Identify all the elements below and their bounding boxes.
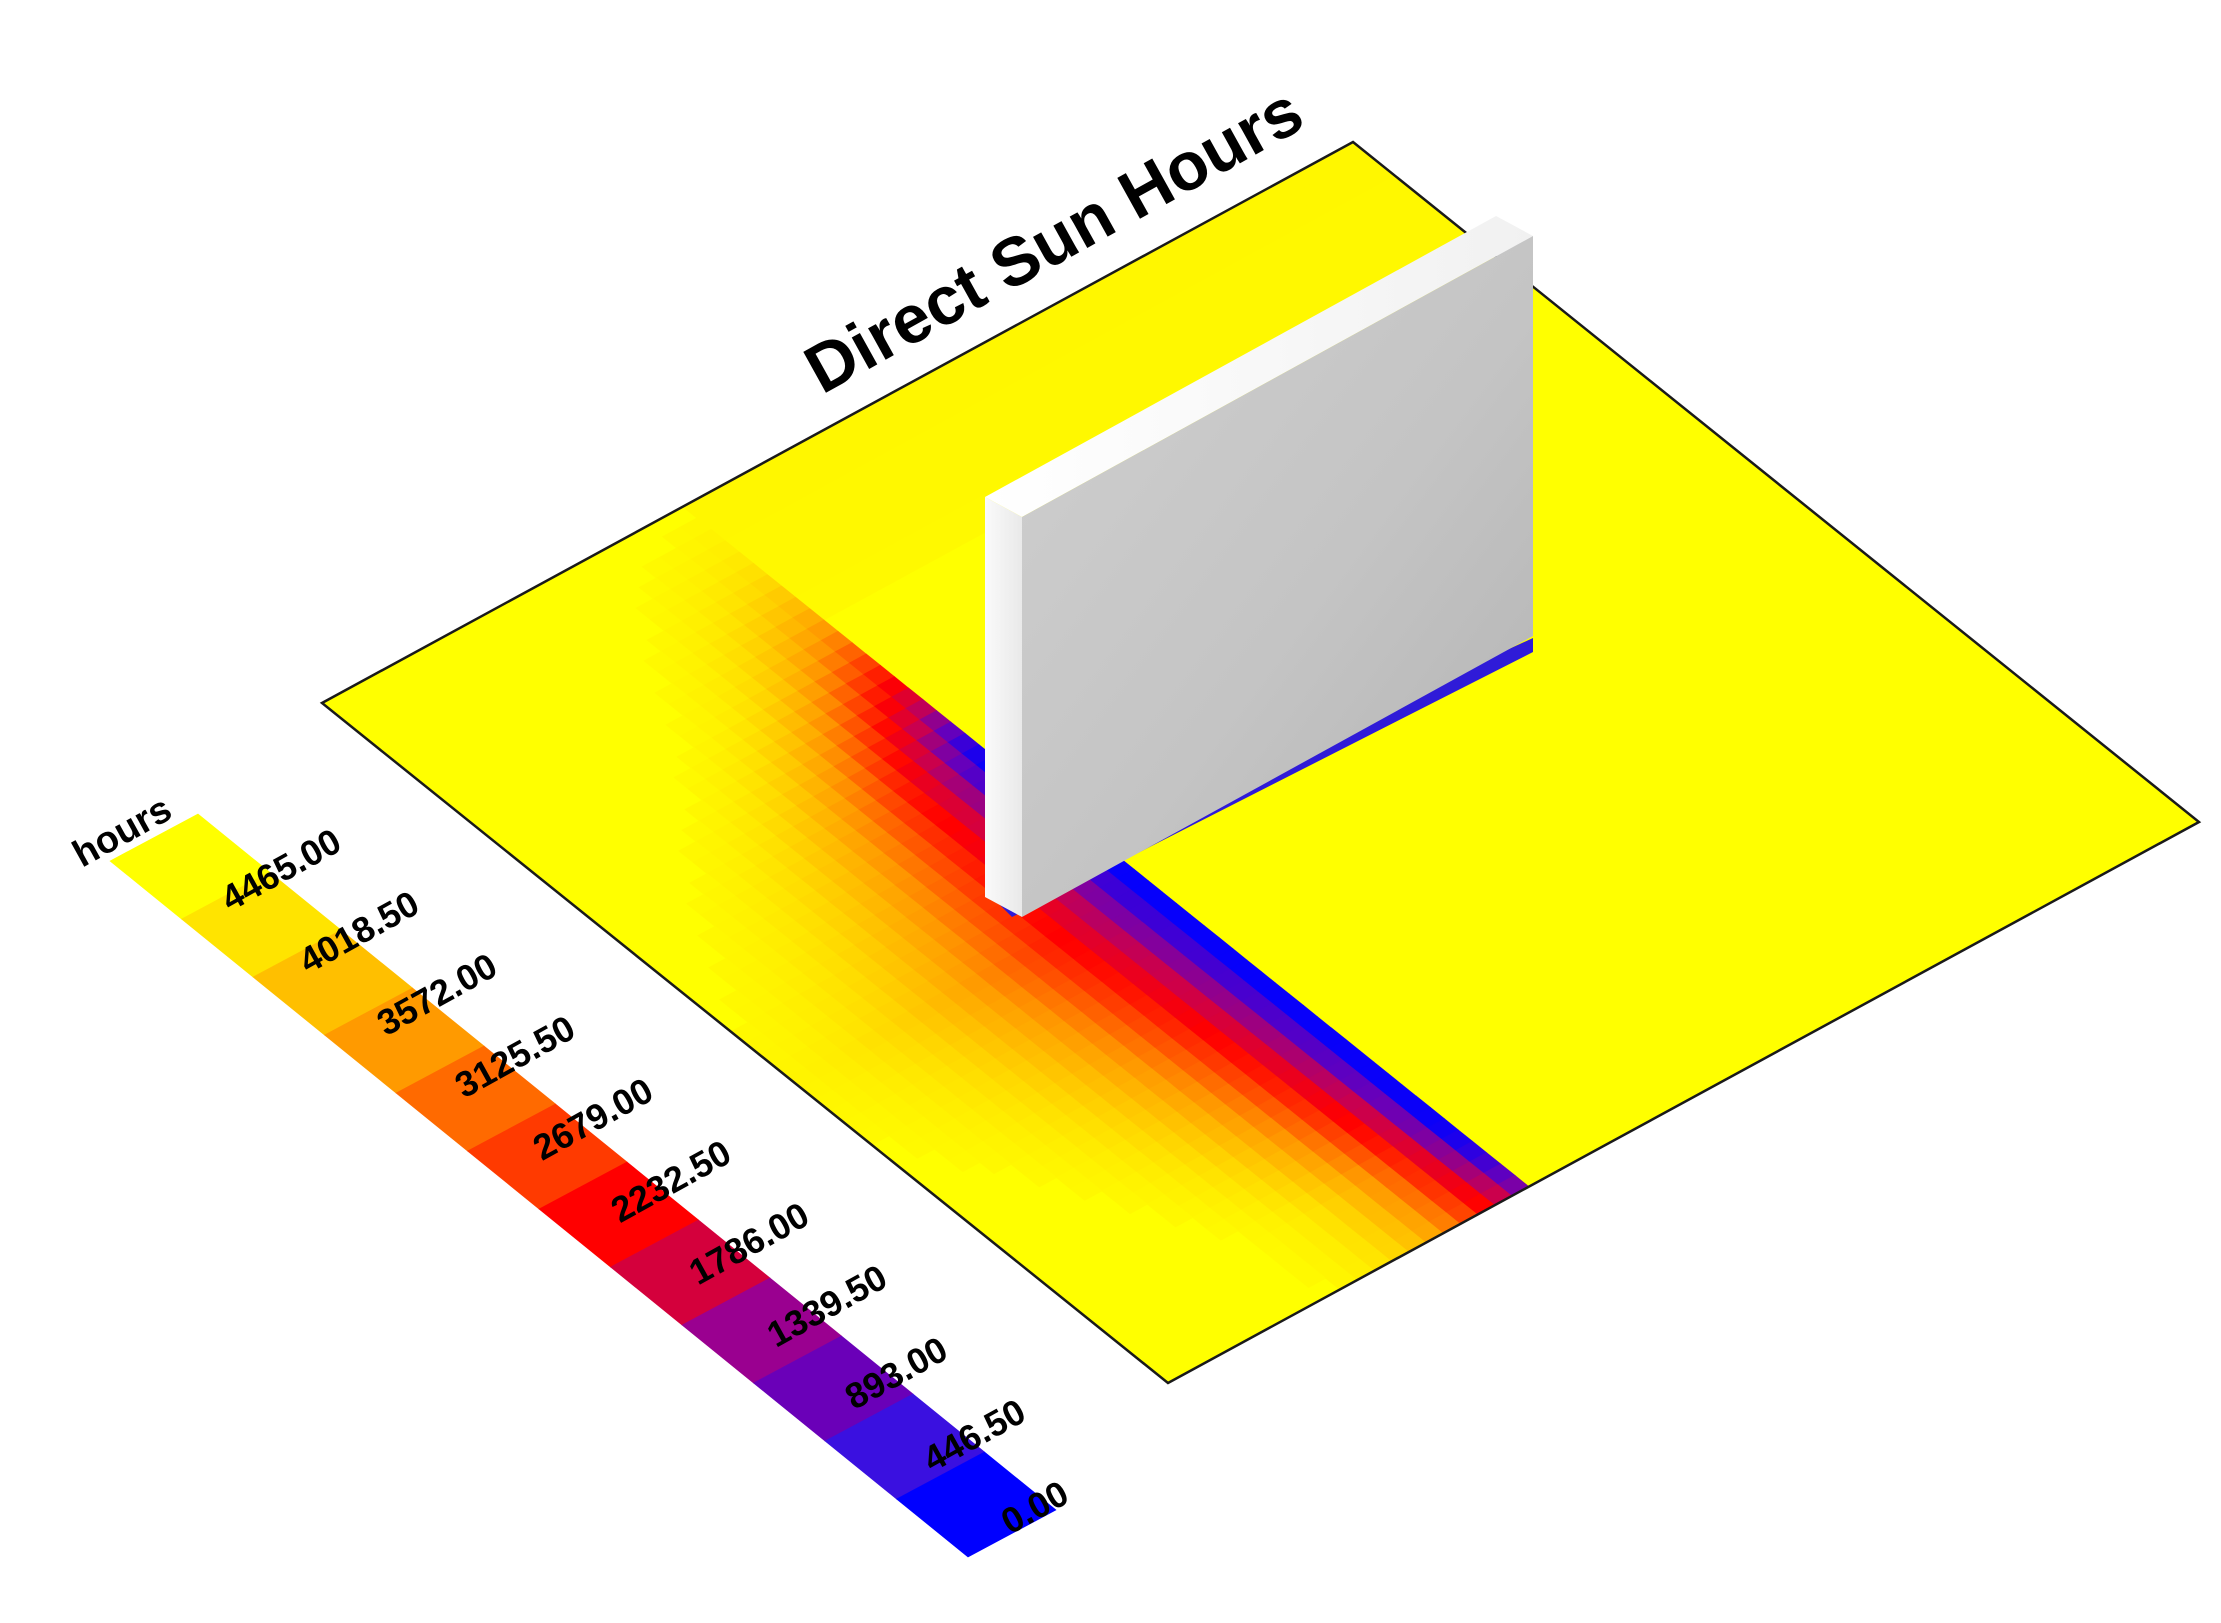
heatmap-cell bbox=[947, 1150, 981, 1173]
heatmap-cell bbox=[979, 1152, 1012, 1175]
heatmap-mesh bbox=[635, 141, 1530, 1290]
heatmap-cell bbox=[1160, 1205, 1194, 1228]
heatmap-cell bbox=[902, 1137, 936, 1159]
heatmap-cell bbox=[1024, 1165, 1058, 1188]
heatmap-cell bbox=[1293, 1266, 1327, 1288]
heatmap-cell bbox=[1069, 1179, 1103, 1201]
legend-color-bar bbox=[109, 813, 1057, 1558]
heatmap-cell bbox=[1115, 1192, 1149, 1215]
ground-plane bbox=[319, 140, 2202, 1385]
heatmap-cell bbox=[1206, 1219, 1239, 1241]
wall-top-face bbox=[985, 216, 1533, 517]
wall-left-face bbox=[985, 497, 1022, 917]
ground-outline bbox=[319, 140, 2202, 1385]
wall-front-face bbox=[1022, 236, 1533, 917]
wall-obstruction bbox=[985, 216, 1533, 917]
legend-swatch bbox=[895, 1451, 1057, 1558]
